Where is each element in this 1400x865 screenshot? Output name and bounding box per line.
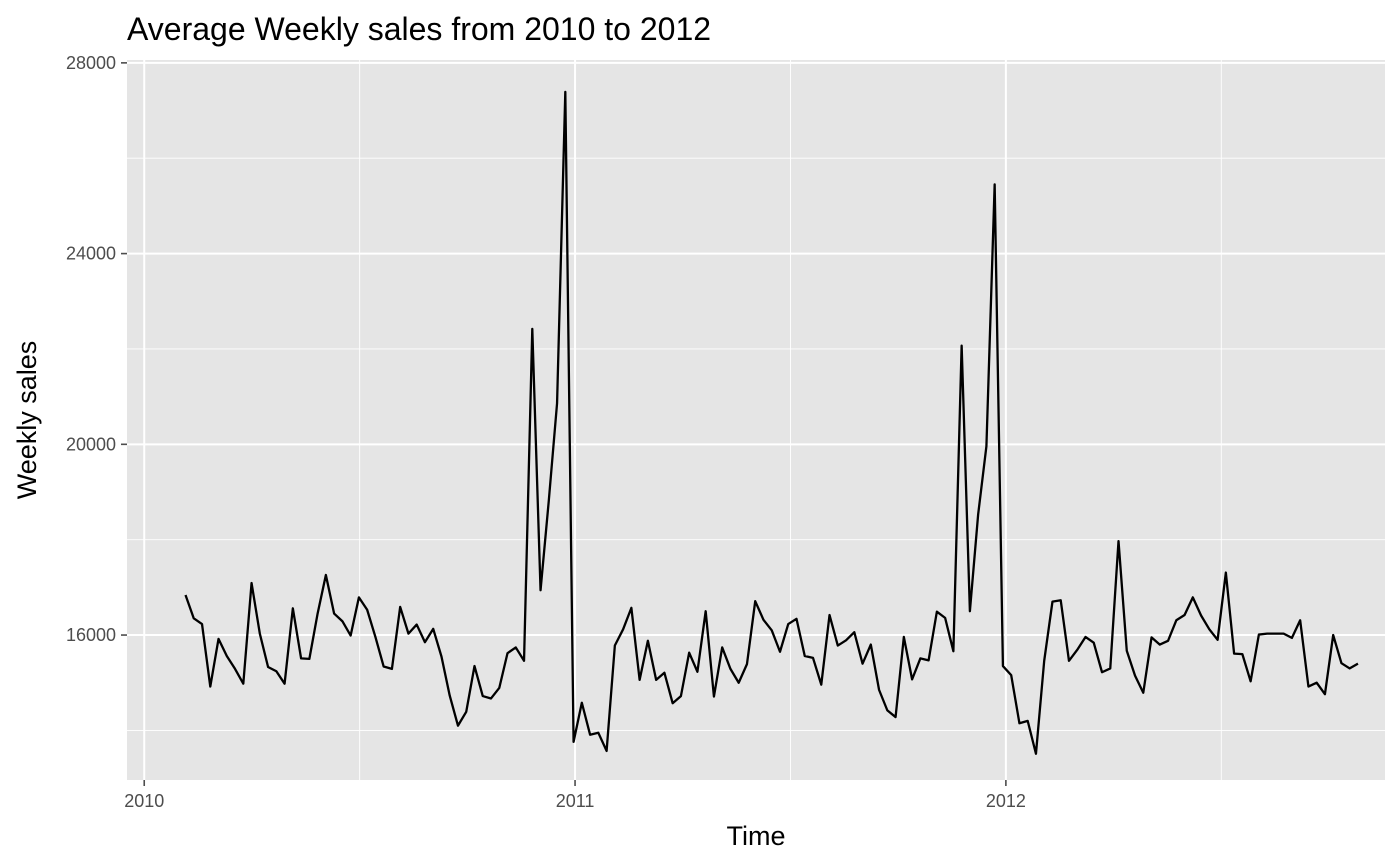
x-tick-label: 2012 [986,791,1026,811]
x-tick-label: 2010 [124,791,164,811]
x-axis-title: Time [727,821,786,851]
y-tick-label: 20000 [66,434,116,454]
y-tick-label: 28000 [66,53,116,73]
y-tick-label: 16000 [66,625,116,645]
series-line-weekly-sales [184,90,1359,755]
y-tick-label: 24000 [66,244,116,264]
x-tick-label: 2011 [556,791,595,811]
chart-title: Average Weekly sales from 2010 to 2012 [127,11,711,47]
series-layer [184,90,1359,755]
plot-panel [127,60,1385,780]
x-axis: 2010 2011 2012 [124,780,1026,811]
y-axis-title: Weekly sales [12,341,42,500]
y-axis: 16000 20000 24000 28000 [66,53,127,645]
major-gridlines [127,60,1385,780]
minor-gridlines [127,60,1385,780]
